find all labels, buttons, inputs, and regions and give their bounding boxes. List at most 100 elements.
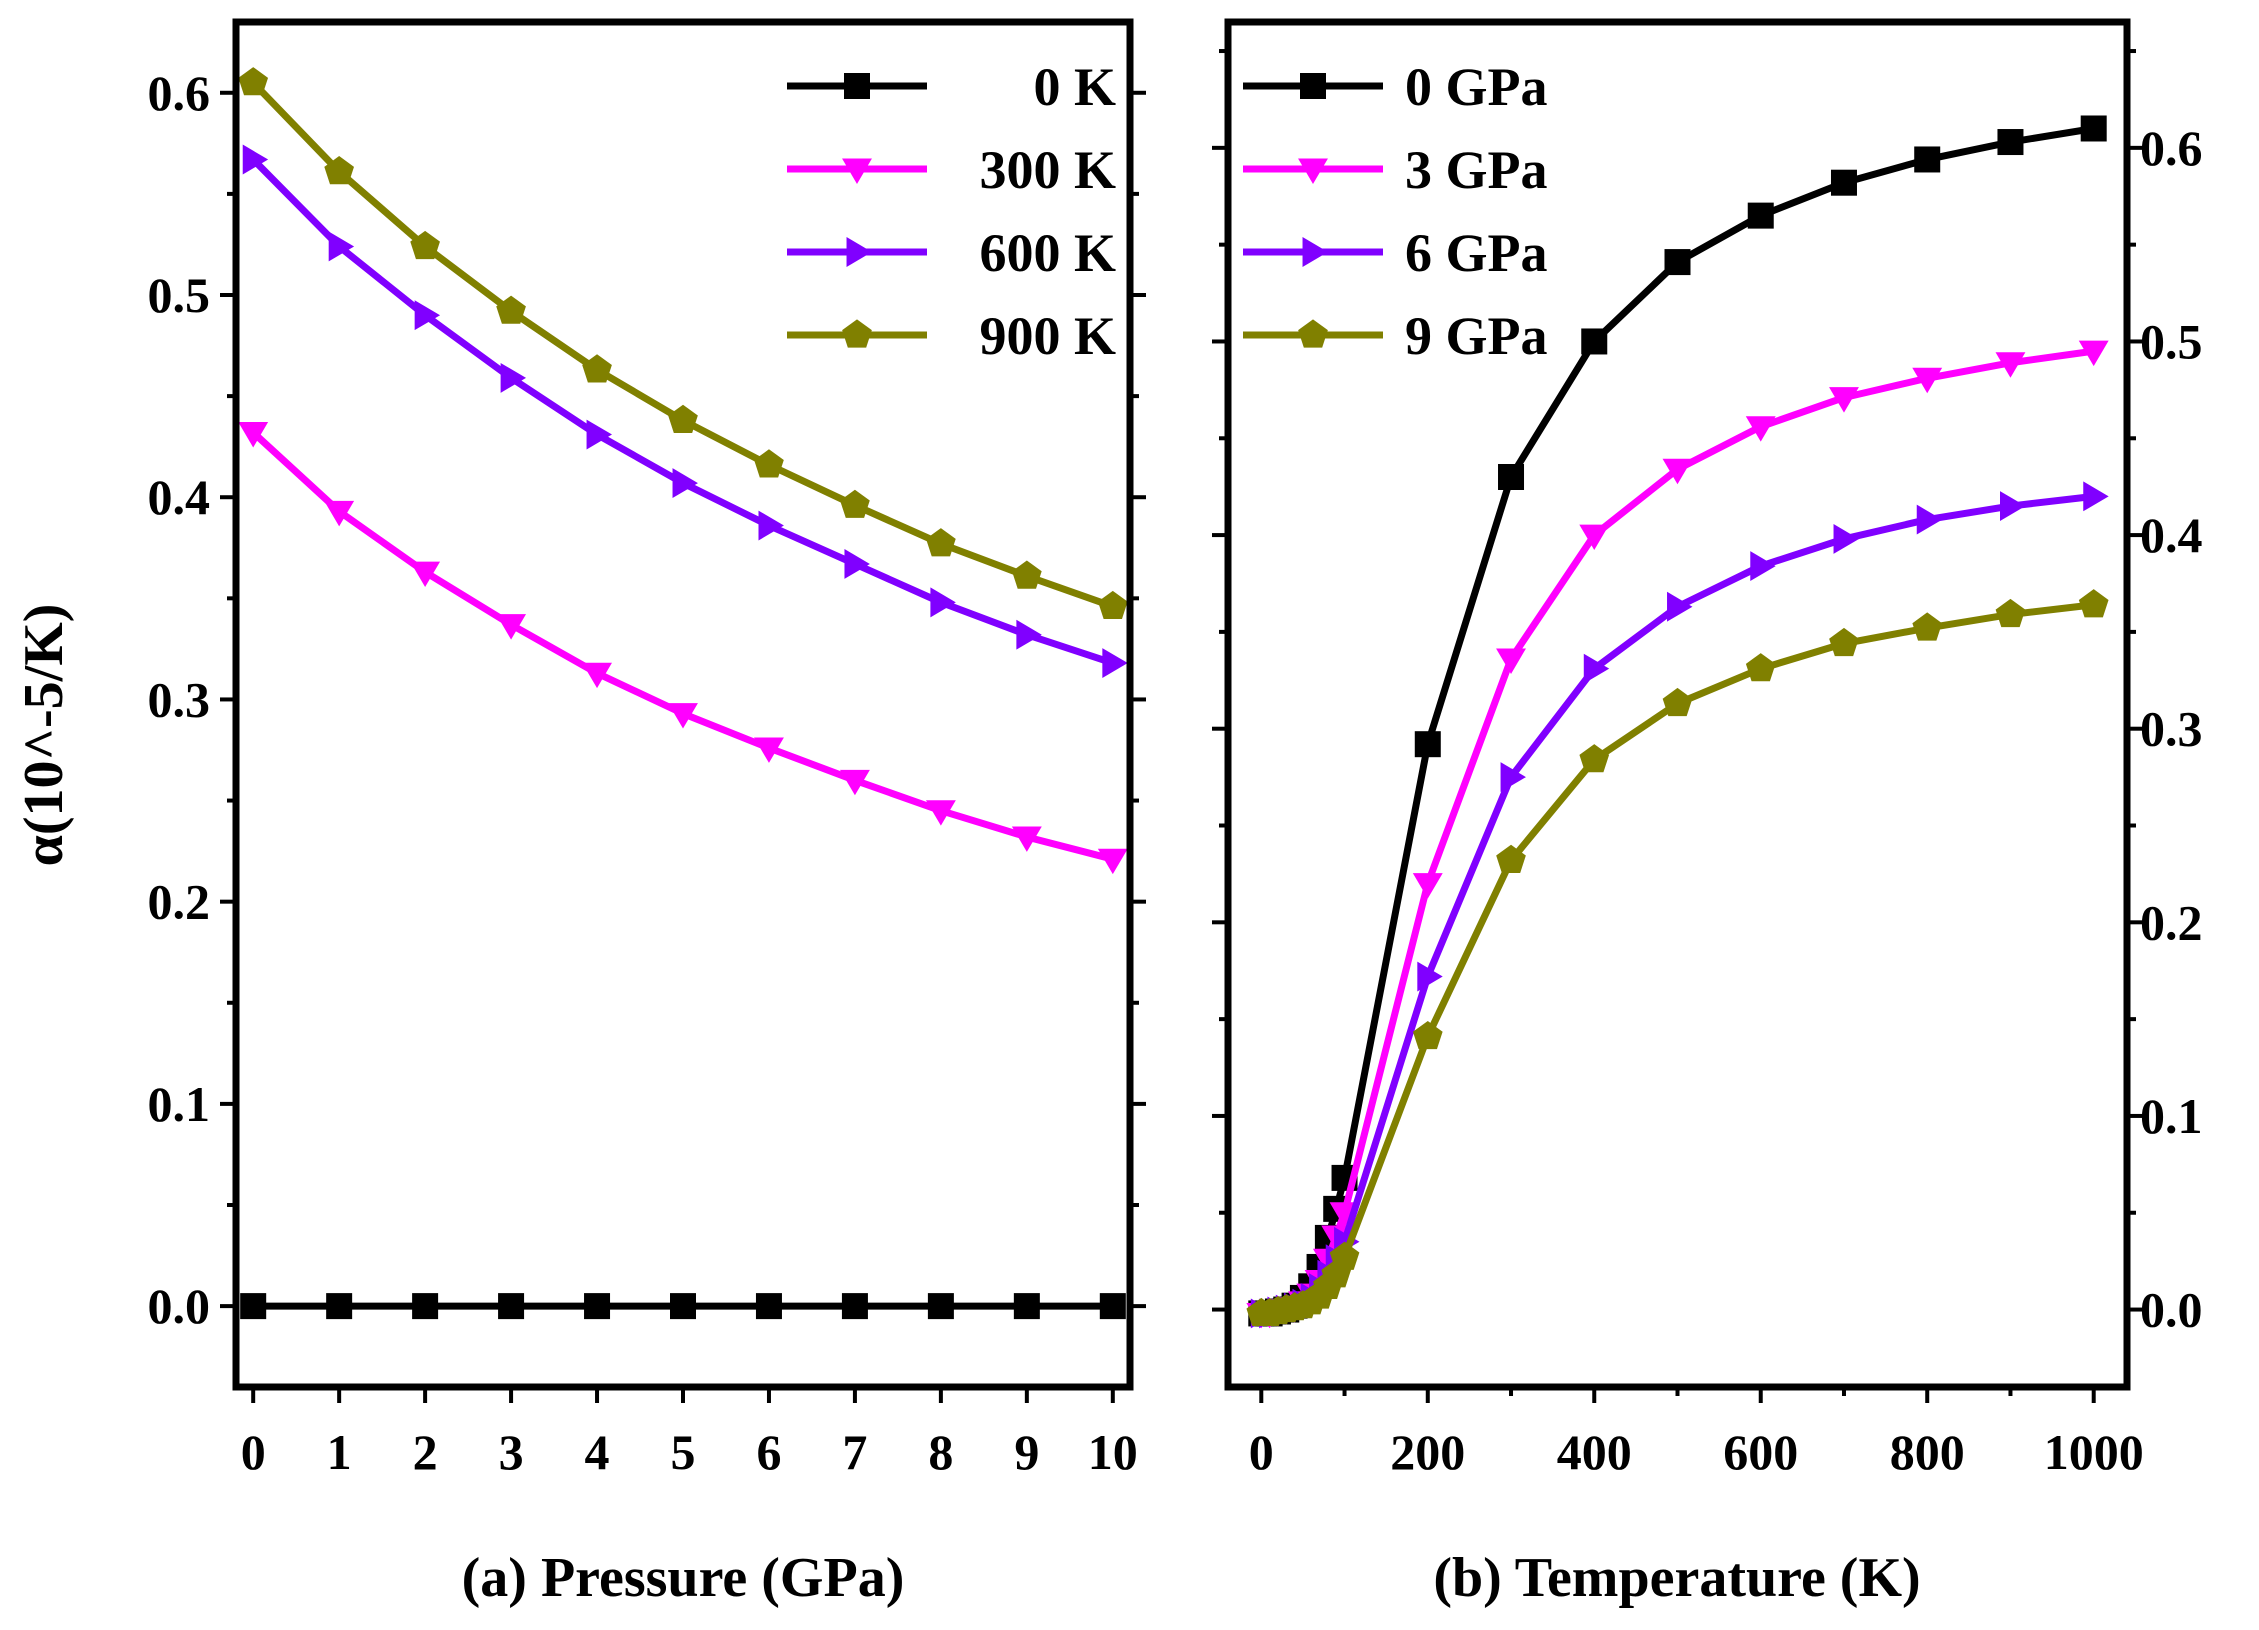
b-line-3-gpa xyxy=(1261,347,2095,1317)
a-point-0-k-8 xyxy=(927,1293,954,1320)
a-point-0-k-0 xyxy=(240,1293,267,1320)
a-xtick-label: 0 xyxy=(241,1424,266,1480)
a-point-300-k-5 xyxy=(668,703,698,729)
b-point-0-gpa-18 xyxy=(1997,129,2024,156)
b-point-3-gpa-17 xyxy=(1912,367,1943,394)
a-point-300-k-7 xyxy=(839,769,870,796)
b-ytick-label: 0.1 xyxy=(2140,1088,2203,1144)
b-legend-label-0-gpa: 0 GPa xyxy=(1405,57,1548,117)
b-point-3-gpa-18 xyxy=(1995,352,2026,378)
a-point-0-k-3 xyxy=(498,1293,525,1320)
b-point-9-gpa-15 xyxy=(1745,653,1776,682)
b-point-3-gpa-12 xyxy=(1496,648,1526,674)
a-point-300-k-10 xyxy=(1097,848,1128,875)
a-point-900-k-10 xyxy=(1097,590,1128,620)
a-point-0-k-2 xyxy=(412,1293,439,1320)
b-legend-label-3-gpa: 3 GPa xyxy=(1405,140,1548,200)
a-point-900-k-1 xyxy=(324,156,354,185)
b-point-0-gpa-19 xyxy=(2080,115,2107,142)
b-point-3-gpa-14 xyxy=(1662,458,1693,485)
b-point-3-gpa-19 xyxy=(2078,340,2109,367)
a-point-600-k-4 xyxy=(586,419,612,450)
panel-a-x-tick-labels: 0 1 2 3 4 5 6 7 8 9 10 xyxy=(241,1424,1138,1480)
b-ytick-label: 0.6 xyxy=(2140,120,2203,176)
b-xtick-label: 400 xyxy=(1557,1424,1632,1480)
a-point-300-k-3 xyxy=(496,614,527,640)
a-point-300-k-4 xyxy=(582,662,612,689)
a-point-600-k-10 xyxy=(1102,648,1128,678)
panel-b-legend: 0 GPa 3 GPa 6 GPa 9 GPa xyxy=(1243,57,1548,366)
a-point-300-k-9 xyxy=(1011,826,1042,852)
a-point-600-k-5 xyxy=(672,468,698,499)
a-xtick-label: 9 xyxy=(1014,1424,1039,1480)
b-xtick-label: 200 xyxy=(1390,1424,1465,1480)
a-ytick-label: 0.1 xyxy=(148,1076,211,1132)
b-point-6-gpa-18 xyxy=(1999,491,2026,521)
b-xtick-label: 1000 xyxy=(2044,1424,2144,1480)
b-legend-marker-9-gpa xyxy=(1298,319,1328,348)
b-point-0-gpa-17 xyxy=(1914,146,1941,173)
a-point-900-k-0 xyxy=(238,67,269,96)
b-point-0-gpa-15 xyxy=(1747,202,1774,229)
a-xtick-label: 6 xyxy=(756,1424,781,1480)
b-point-3-gpa-16 xyxy=(1829,387,1859,413)
a-point-0-k-7 xyxy=(841,1293,868,1320)
a-point-300-k-0 xyxy=(238,422,269,448)
b-legend-marker-6-gpa xyxy=(1302,237,1328,267)
panel-b-x-axis-title: (b) Temperature (K) xyxy=(1433,1547,1920,1609)
b-xtick-label: 600 xyxy=(1723,1424,1798,1480)
a-point-0-k-5 xyxy=(670,1293,696,1320)
b-point-3-gpa-13 xyxy=(1579,524,1610,551)
a-point-300-k-8 xyxy=(925,800,956,826)
b-point-9-gpa-16 xyxy=(1829,627,1859,657)
b-ytick-label: 0.4 xyxy=(2140,507,2203,563)
a-point-600-k-7 xyxy=(844,549,870,579)
panel-a-legend: 0 K 300 K 600 K 900 K xyxy=(787,57,1116,366)
b-ytick-label: 0.3 xyxy=(2140,701,2203,757)
b-legend-label-6-gpa: 6 GPa xyxy=(1405,223,1548,283)
b-point-9-gpa-19 xyxy=(2078,589,2109,618)
b-ytick-label: 0.0 xyxy=(2140,1282,2203,1338)
a-point-900-k-3 xyxy=(496,295,526,324)
b-point-0-gpa-11 xyxy=(1414,731,1441,758)
a-point-900-k-9 xyxy=(1012,560,1042,589)
panel-b-temperature: 0.00.10.20.30.40.50.6 0 200 400 600 800 1000 … xyxy=(1212,18,2203,1609)
b-xtick-label: 0 xyxy=(1249,1424,1274,1480)
a-legend-marker-600-k xyxy=(846,237,872,267)
panel-b-x-tick-labels: 0 200 400 600 800 1000 xyxy=(1249,1424,2144,1480)
b-point-9-gpa-14 xyxy=(1662,687,1693,717)
b-point-0-gpa-12 xyxy=(1498,464,1525,490)
a-xtick-label: 8 xyxy=(928,1424,953,1480)
a-xtick-label: 10 xyxy=(1088,1424,1138,1480)
a-point-900-k-8 xyxy=(926,528,956,557)
a-point-600-k-0 xyxy=(242,144,269,175)
a-xtick-label: 1 xyxy=(327,1424,352,1480)
a-point-600-k-2 xyxy=(414,300,441,331)
b-point-9-gpa-13 xyxy=(1579,744,1610,773)
a-point-0-k-10 xyxy=(1099,1293,1126,1320)
a-point-600-k-1 xyxy=(328,231,355,262)
b-point-3-gpa-11 xyxy=(1412,873,1443,899)
a-point-0-k-4 xyxy=(584,1293,611,1320)
b-point-6-gpa-12 xyxy=(1500,762,1526,793)
a-point-600-k-9 xyxy=(1016,619,1042,650)
b-point-6-gpa-14 xyxy=(1667,591,1693,622)
b-point-9-gpa-12 xyxy=(1496,844,1526,873)
b-point-6-gpa-13 xyxy=(1583,653,1610,684)
a-point-300-k-2 xyxy=(410,561,441,587)
a-point-0-k-1 xyxy=(326,1293,353,1320)
panel-a-y-axis-title: α(10^-5/K) xyxy=(13,604,75,867)
panel-a-ticks xyxy=(220,90,1146,1403)
b-point-3-gpa-15 xyxy=(1745,416,1776,442)
a-legend-marker-900-k xyxy=(842,319,872,348)
a-legend-label-900-k: 900 K xyxy=(979,306,1116,366)
a-point-600-k-3 xyxy=(500,362,527,393)
b-legend-marker-3-gpa xyxy=(1298,158,1328,184)
a-ytick-label: 0.5 xyxy=(148,267,211,323)
a-point-900-k-5 xyxy=(668,404,698,433)
a-point-900-k-4 xyxy=(582,354,612,383)
a-ytick-label: 0.3 xyxy=(148,671,211,727)
a-point-300-k-6 xyxy=(754,737,784,763)
panel-a-y-tick-labels: 0.0 0.1 0.2 0.3 0.4 0.5 0.6 xyxy=(148,65,211,1334)
